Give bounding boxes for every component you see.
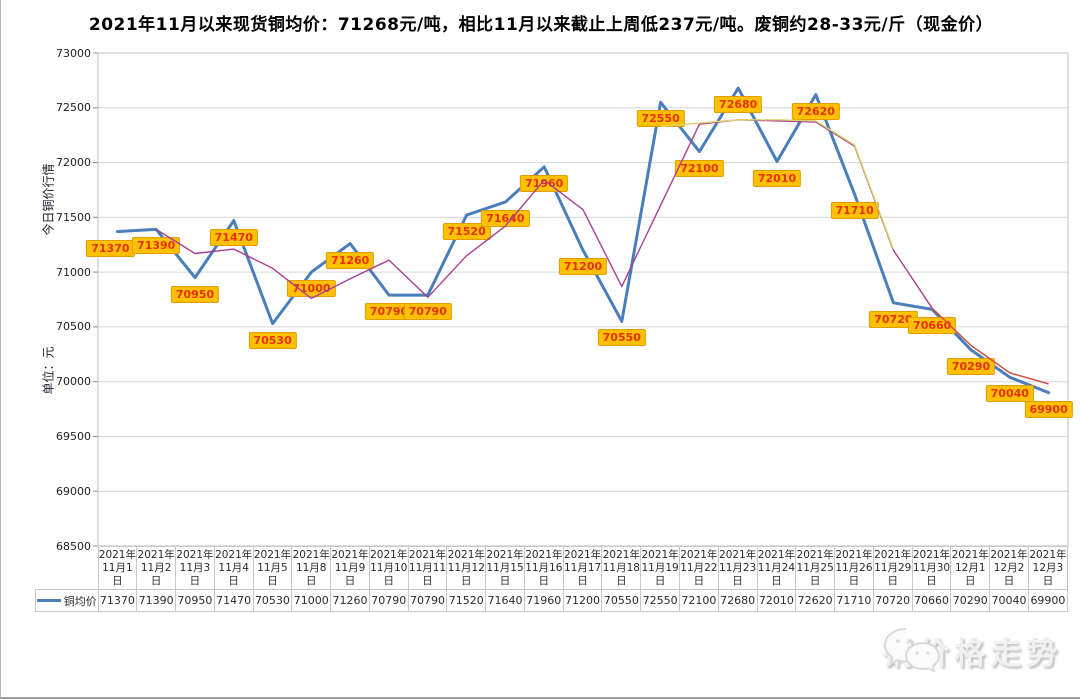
value-cell: 70550 <box>601 589 642 612</box>
data-label: 72680 <box>714 96 763 114</box>
value-cell: 70660 <box>911 589 952 612</box>
legend-label: 铜均价 <box>63 594 97 608</box>
plot-border <box>97 52 1069 547</box>
data-label: 71390 <box>132 237 181 255</box>
data-label: 69900 <box>1024 400 1073 418</box>
chart-title: 2021年11月以来现货铜均价：71268元/吨，相比11月以来截止上周低237… <box>88 15 994 35</box>
date-header-cell: 2021年 11月30 日 <box>911 546 952 590</box>
value-cell: 71470 <box>213 589 254 612</box>
y-axis-tick-label: 69000 <box>56 484 91 498</box>
value-cell: 70290 <box>950 589 991 612</box>
y-axis-tick-label: 69500 <box>56 429 91 443</box>
y-axis-tick-label: 70000 <box>56 375 91 389</box>
value-cell: 70040 <box>989 589 1029 612</box>
y-axis-tick-label: 70500 <box>56 320 91 334</box>
y-axis-tick-label: 72000 <box>56 156 91 170</box>
date-header-cell: 2021年 11月10 日 <box>368 546 409 590</box>
date-header-cell: 2021年 11月2 日 <box>136 546 177 590</box>
value-cell: 70530 <box>252 589 293 612</box>
data-label: 71960 <box>520 174 569 192</box>
data-label: 71000 <box>287 280 336 298</box>
date-header-cell: 2021年 11月11 日 <box>407 546 448 590</box>
data-label: 70530 <box>248 331 297 349</box>
value-cell: 72620 <box>795 589 836 612</box>
date-header-cell: 2021年 11月23 日 <box>717 546 758 590</box>
date-header-row: 2021年 11月1 日 2021年 11月2 日 2021年 11月3 日 2021年 11月4 日… <box>36 546 1069 590</box>
date-header-cell: 2021年 11月4 日 <box>213 546 254 590</box>
data-label: 72010 <box>752 169 802 187</box>
table-corner-spacer <box>36 547 99 590</box>
value-cell: 71260 <box>330 589 370 612</box>
data-label: 71640 <box>481 210 530 227</box>
y-axis-tick-label: 72500 <box>56 101 91 115</box>
value-row: 铜均价 71370 71390 70950 71470 70530 71000 71260 70… <box>35 589 1069 612</box>
date-header-cell: 2021年 11月17 日 <box>562 546 603 590</box>
price-line-chart-plot-area <box>93 52 1069 547</box>
data-label: 70550 <box>597 329 646 347</box>
value-cell: 70950 <box>175 589 215 612</box>
data-label: 70790 <box>403 303 452 321</box>
legend-line-swatch <box>36 599 61 602</box>
date-header-cell: 2021年 11月19 日 <box>640 546 680 590</box>
date-value-table: 2021年 11月1 日 2021年 11月2 日 2021年 11月3 日 2021年 11月4 日… <box>35 546 1069 612</box>
data-label: 72550 <box>636 110 685 128</box>
y-axis-tick-label: 71000 <box>56 265 91 279</box>
date-header-cell: 2021年 11月24 日 <box>756 546 797 590</box>
date-header-cell: 2021年 11月15 日 <box>485 546 525 590</box>
value-cell: 71370 <box>97 589 138 612</box>
value-cell: 72680 <box>717 589 758 612</box>
data-label: 71260 <box>326 251 375 269</box>
value-cell: 71960 <box>523 589 564 612</box>
data-label: 72620 <box>791 102 840 120</box>
value-cell: 69900 <box>1027 589 1069 612</box>
y-axis-tick-label: 73000 <box>56 46 91 60</box>
data-label: 70660 <box>908 317 957 335</box>
data-label: 70290 <box>946 357 996 375</box>
date-header-cell: 2021年 12月3 日 <box>1027 546 1069 590</box>
date-header-cell: 2021年 11月29 日 <box>872 546 913 590</box>
data-label: 70720 <box>869 310 918 328</box>
date-header-cell: 2021年 11月25 日 <box>795 546 836 590</box>
value-cell: 72550 <box>640 589 680 612</box>
date-header-cell: 2021年 11月26 日 <box>834 546 874 590</box>
value-cell: 72100 <box>678 589 719 612</box>
data-label: 71200 <box>558 258 608 276</box>
data-label: 71470 <box>209 228 258 246</box>
date-header-cell: 2021年 11月22 日 <box>678 546 719 590</box>
value-cell: 71390 <box>136 589 177 612</box>
watermark: 铜价格走势 <box>882 627 1062 673</box>
data-label: 71370 <box>86 239 135 257</box>
value-cell: 71710 <box>834 589 874 612</box>
date-header-cell: 2021年 11月1 日 <box>97 546 138 590</box>
value-cell: 70790 <box>368 589 409 612</box>
value-cell: 72010 <box>756 589 797 612</box>
date-header-cell: 2021年 11月16 日 <box>523 546 564 590</box>
y-axis-title-upper: 今日铜价行情 <box>41 163 56 236</box>
data-label: 70040 <box>985 385 1034 403</box>
data-label: 71710 <box>830 202 879 220</box>
date-header-cell: 2021年 12月1 日 <box>950 546 991 590</box>
legend-cell: 铜均价 <box>35 589 99 612</box>
y-axis-tick-label: 68500 <box>56 539 91 553</box>
value-cell: 71000 <box>291 589 332 612</box>
wechat-icon <box>884 627 940 672</box>
date-header-cell: 2021年 11月3 日 <box>175 546 215 590</box>
value-cell: 71520 <box>446 589 487 612</box>
y-axis-tick-label: 71500 <box>56 210 91 224</box>
date-header-cell: 2021年 11月12 日 <box>446 546 487 590</box>
date-header-cell: 2021年 11月9 日 <box>330 546 370 590</box>
date-header-cell: 2021年 11月8 日 <box>291 546 332 590</box>
date-header-cell: 2021年 12月2 日 <box>989 546 1029 590</box>
value-cell: 70790 <box>407 589 448 612</box>
value-cell: 71640 <box>485 589 525 612</box>
date-header-cell: 2021年 11月5 日 <box>252 546 293 590</box>
value-cell: 70720 <box>872 589 913 612</box>
value-cell: 71200 <box>562 589 603 612</box>
data-label: 70950 <box>170 285 220 303</box>
data-label: 72100 <box>675 159 724 177</box>
date-header-cell: 2021年 11月18 日 <box>601 546 642 590</box>
